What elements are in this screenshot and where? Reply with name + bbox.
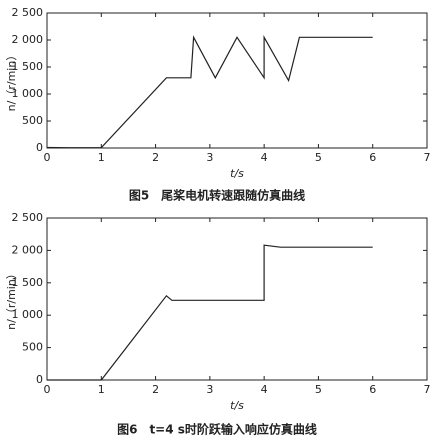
y-tick-label: 1 000 (12, 87, 44, 100)
x-tick-label: 6 (369, 151, 376, 164)
x-tick-label: 0 (44, 383, 51, 396)
line (47, 244, 373, 381)
y-tick-label: 500 (22, 114, 43, 127)
y-tick-label: 500 (22, 341, 43, 354)
x-tick-label: 7 (424, 383, 431, 396)
x-tick-label: 5 (315, 383, 322, 396)
caption: 图6 t=4 s时阶跃输入响应仿真曲线 (117, 422, 317, 437)
x-axis-label: t/s (230, 167, 244, 180)
x-tick-label: 4 (261, 151, 268, 164)
caption: 图5 尾桨电机转速跟随仿真曲线 (129, 188, 305, 203)
x-axis-label: t/s (230, 399, 244, 412)
y-tick-label: 2 000 (12, 243, 44, 256)
line (46, 35, 373, 149)
plot-frame (46, 217, 428, 381)
y-axis-label: n/（r/min） (5, 50, 18, 112)
x-tick-label: 1 (98, 151, 105, 164)
x-tick-label: 5 (315, 151, 322, 164)
y-tick-label: 1 500 (12, 276, 44, 289)
y-tick-label: 0 (36, 373, 43, 386)
x-tick-label: 3 (206, 151, 213, 164)
x-tick-label: 1 (98, 383, 105, 396)
y-tick-label: 2 500 (12, 211, 44, 224)
x-tick-label: 6 (369, 383, 376, 396)
x-tick-label: 0 (44, 151, 51, 164)
y-axis-label: n/（r/min） (5, 268, 18, 330)
y-tick-label: 2 500 (12, 6, 44, 19)
x-tick-label: 2 (152, 151, 159, 164)
y-tick-label: 2 000 (12, 33, 44, 46)
x-tick-label: 3 (206, 383, 213, 396)
y-tick-label: 1 000 (12, 308, 44, 321)
y-tick-label: 1 500 (12, 60, 44, 73)
x-tick-label: 7 (424, 151, 431, 164)
y-tick-label: 0 (36, 141, 43, 154)
x-tick-label: 2 (152, 383, 159, 396)
plot-frame (46, 12, 428, 149)
x-tick-label: 4 (261, 383, 268, 396)
